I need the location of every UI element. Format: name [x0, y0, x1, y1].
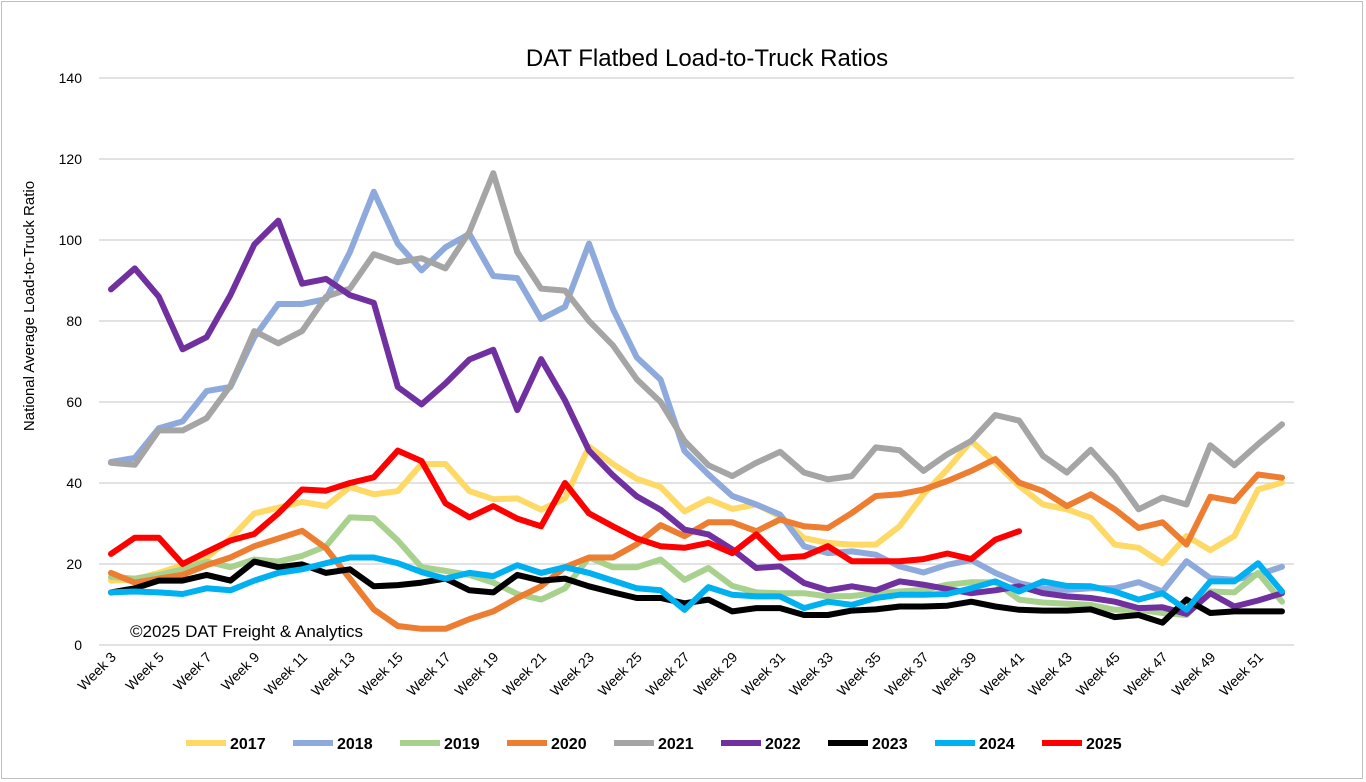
x-tick-label: Week 25: [595, 649, 645, 699]
y-tick-label: 20: [66, 556, 82, 572]
legend-item-2018: 2018: [293, 736, 373, 753]
x-tick-label: Week 41: [977, 649, 1027, 699]
y-tick-label: 120: [59, 151, 83, 167]
x-tick-label: Week 17: [403, 649, 453, 699]
chart-title: DAT Flatbed Load-to-Truck Ratios: [526, 45, 888, 72]
legend-label: 2021: [658, 736, 694, 753]
y-axis-title: National Average Load-to-Truck Ratio: [21, 181, 38, 431]
legend-item-2022: 2022: [721, 736, 801, 753]
x-tick-label: Week 39: [929, 649, 979, 699]
series-line-2022: [108, 217, 1285, 617]
x-tick-label: Week 37: [881, 649, 931, 699]
x-tick-label: Week 43: [1025, 649, 1075, 699]
series-line-2024: [108, 554, 1285, 613]
series-lines: [108, 170, 1285, 632]
legend: 2017 2018 2019 2020 2021 2022 2023 2024 2025: [186, 736, 1122, 753]
legend-label: 2018: [337, 736, 373, 753]
x-tick-label: Week 31: [738, 649, 788, 699]
x-tick-label: Week 13: [308, 649, 358, 699]
gridlines: [99, 77, 1294, 646]
x-tick-label: Week 27: [642, 649, 692, 699]
x-tick-label: Week 21: [499, 649, 549, 699]
x-tick-label: Week 45: [1073, 649, 1123, 699]
x-tick-label: Week 9: [218, 649, 263, 694]
legend-label: 2020: [551, 736, 587, 753]
legend-item-2023: 2023: [828, 736, 908, 753]
x-tick-label: Week 33: [786, 649, 836, 699]
x-tick-label: Week 3: [74, 649, 119, 694]
x-tick-label: Week 23: [547, 649, 597, 699]
x-tick-label: Week 35: [834, 649, 884, 699]
y-tick-label: 40: [66, 475, 82, 491]
x-tick-label: Week 29: [690, 649, 740, 699]
legend-label: 2023: [872, 736, 908, 753]
y-tick-label: 140: [59, 70, 83, 86]
x-tick-label: Week 5: [122, 649, 167, 694]
series-line-2017: [108, 437, 1285, 584]
legend-item-2025: 2025: [1042, 736, 1122, 753]
legend-label: 2022: [765, 736, 801, 753]
legend-label: 2019: [444, 736, 480, 753]
legend-label: 2025: [1086, 736, 1122, 753]
x-tick-label: Week 7: [170, 649, 215, 694]
y-tick-label: 80: [66, 313, 82, 329]
series-line-2019: [108, 514, 1285, 618]
x-tick-label: Week 15: [356, 649, 406, 699]
x-tick-label: Week 49: [1168, 649, 1218, 699]
legend-item-2024: 2024: [935, 736, 1015, 753]
legend-item-2019: 2019: [400, 736, 480, 753]
y-tick-label: 60: [66, 394, 82, 410]
y-tick-labels: 0 20 40 60 80 100 120 140: [59, 70, 83, 653]
series-line-2021: [108, 170, 1285, 513]
legend-label: 2024: [979, 736, 1015, 753]
y-tick-label: 100: [59, 232, 83, 248]
legend-item-2021: 2021: [614, 736, 694, 753]
y-tick-label: 0: [74, 637, 82, 653]
x-tick-label: Week 19: [451, 649, 501, 699]
x-tick-label: Week 47: [1120, 649, 1170, 699]
copyright-annotation: ©2025 DAT Freight & Analytics: [130, 622, 363, 641]
legend-item-2020: 2020: [507, 736, 587, 753]
legend-item-2017: 2017: [186, 736, 266, 753]
x-tick-label: Week 51: [1216, 649, 1266, 699]
legend-label: 2017: [230, 736, 266, 753]
x-tick-label: Week 11: [261, 649, 311, 699]
series-line-2025: [108, 447, 1023, 567]
